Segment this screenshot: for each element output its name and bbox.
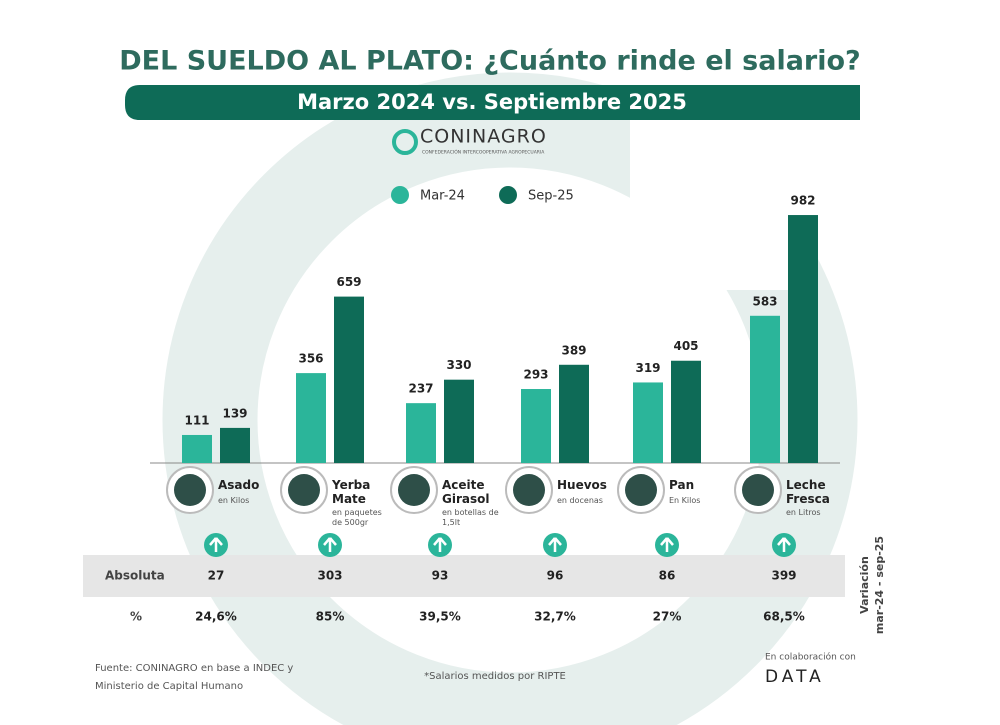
logo-tagline: CONFEDERACIÓN INTERCOOPERATIVA AGROPECUA… [422, 149, 545, 156]
table-value: 27% [653, 610, 682, 624]
up-arrow [209, 537, 223, 552]
up-arrow [777, 537, 791, 552]
up-arrow [323, 537, 337, 552]
table-value: 39,5% [419, 610, 461, 624]
bar [444, 379, 474, 463]
subtitle-band [125, 85, 860, 120]
category-label: Asado [218, 478, 260, 492]
value-label: 330 [446, 358, 471, 372]
ring-gap [630, 90, 810, 290]
bar [788, 215, 818, 463]
value-label: 293 [523, 368, 548, 382]
category-icon [742, 474, 774, 506]
category-unit: en Litros [786, 508, 821, 517]
category-label: Yerba Mate [332, 478, 371, 506]
bar [633, 382, 663, 463]
bar [220, 427, 250, 463]
collab-label: En colaboración con [765, 652, 856, 663]
value-label: 583 [752, 294, 777, 308]
table-value: 399 [771, 569, 796, 583]
row-label: Absoluta [105, 569, 165, 583]
table-value: 96 [547, 569, 564, 583]
bar [750, 315, 780, 463]
value-label: 659 [336, 275, 361, 289]
value-label: 405 [673, 339, 698, 353]
value-label: 356 [298, 352, 323, 366]
category-unit: en paquetes de 500gr [332, 508, 382, 527]
table-value: 24,6% [195, 610, 237, 624]
value-label: 982 [790, 194, 815, 208]
category-unit: en docenas [557, 496, 603, 505]
bar [559, 364, 589, 463]
title: DEL SUELDO AL PLATO: ¿Cuánto rinde el sa… [119, 46, 860, 77]
table-value: 32,7% [534, 610, 576, 624]
legend-swatch [391, 186, 409, 204]
up-arrow [548, 537, 562, 552]
bar [406, 403, 436, 463]
up-arrow [433, 537, 447, 552]
value-label: 389 [561, 343, 586, 357]
legend-label: Sep-25 [528, 189, 574, 204]
subtitle: Marzo 2024 vs. Septiembre 2025 [297, 90, 687, 114]
category-label: Pan [669, 478, 695, 492]
value-label: 319 [635, 361, 660, 375]
value-label: 237 [408, 382, 433, 396]
category-unit: en Kilos [218, 496, 250, 505]
bar [334, 296, 364, 463]
category-icon [174, 474, 206, 506]
footnote: *Salarios medidos por RIPTE [424, 671, 566, 682]
category-unit: en botellas de 1,5lt [442, 508, 499, 527]
logo-name: CONINAGRO [420, 126, 547, 148]
up-arrow [660, 537, 674, 552]
value-label: 111 [184, 413, 209, 427]
bar [182, 434, 212, 463]
row-label: % [130, 610, 142, 624]
table-value: 27 [208, 569, 225, 583]
bar [671, 360, 701, 463]
category-icon [398, 474, 430, 506]
bar [296, 373, 326, 463]
table-value: 68,5% [763, 610, 805, 624]
source: Fuente: CONINAGRO en base a INDEC y Mini… [95, 663, 294, 692]
legend-label: Mar-24 [420, 189, 465, 204]
category-label: Leche Fresca [786, 478, 830, 506]
category-icon [625, 474, 657, 506]
value-label: 139 [222, 406, 247, 420]
category-unit: En Kilos [669, 496, 701, 505]
category-label: Aceite Girasol [442, 478, 490, 506]
table-value: 86 [659, 569, 676, 583]
bar [521, 389, 551, 463]
logo-icon [392, 129, 418, 155]
category-label: Huevos [557, 478, 607, 492]
category-icon [288, 474, 320, 506]
table-band [83, 555, 845, 597]
category-icon [513, 474, 545, 506]
table-value: 85% [316, 610, 345, 624]
table-value: 303 [317, 569, 342, 583]
variation-label: mar-24 - sep-25 [873, 536, 886, 634]
collab-brand: DATA [765, 667, 825, 687]
variation-label: Variación [858, 556, 871, 614]
legend-swatch [499, 186, 517, 204]
table-value: 93 [432, 569, 449, 583]
